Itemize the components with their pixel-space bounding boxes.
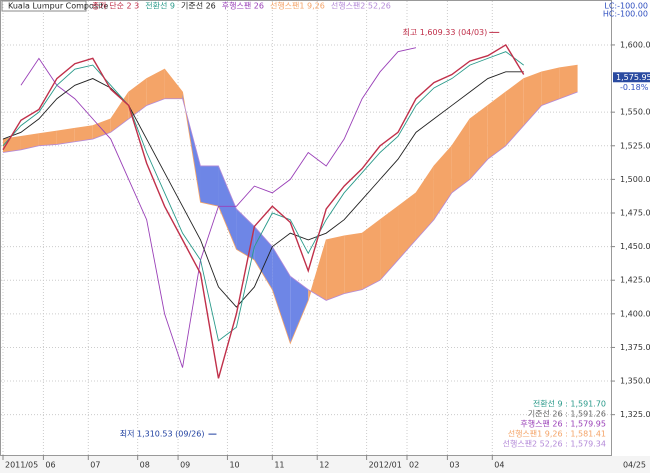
cloud-segment (218, 165, 237, 250)
legend-entry: 후행스팬 26 (222, 1, 264, 11)
cloud-segment (523, 71, 542, 126)
series-line (2, 43, 525, 379)
cloud-segment (505, 78, 524, 146)
y-tick-label: 1,525.00 (620, 141, 650, 150)
x-tick-label: 07 (90, 461, 100, 470)
span-b-line (2, 91, 578, 301)
x-tick-label: 06 (45, 461, 55, 470)
x-tick-label: 09 (180, 461, 190, 470)
info-line: 선행스팬2 52,26 : 1,579.34 (503, 439, 606, 449)
cloud-segment (20, 133, 39, 150)
annotation: 최저 1,310.53 (09/26) (120, 429, 205, 439)
corner-label: HC:-100.00 (603, 10, 648, 19)
info-line: 후행스팬 26 : 1,579.95 (520, 419, 606, 429)
y-tick-label: 1,450.00 (620, 242, 650, 251)
y-tick-label: 1,600.00 (620, 40, 650, 49)
info-line: 선행스팬1 9,26 : 1,581.41 (508, 429, 606, 439)
cloud-segment (469, 105, 488, 180)
y-tick-label: 1,500.00 (620, 175, 650, 184)
cloud-segment (380, 206, 399, 281)
last-price-box (613, 72, 650, 83)
corner-label: LC:-100.00 (604, 2, 648, 11)
x-axis-band (0, 456, 650, 473)
cloud-segment (56, 128, 75, 145)
series-line (20, 47, 417, 368)
legend-entry: 선행스팬1 9,26 (270, 1, 325, 11)
series-line (2, 51, 524, 342)
legend-entry: 종가 단순 2 3 (92, 1, 139, 11)
x-tick-label: 02 (409, 461, 419, 470)
symbol: Kuala Lumpur Composite (8, 2, 108, 11)
x-tick-label: 04 (494, 461, 504, 470)
cloud-segment (362, 219, 381, 290)
cloud-segment (326, 235, 345, 301)
legend-entry: 기준선 26 (181, 2, 216, 11)
cloud-segment (290, 276, 309, 344)
info-line: 전환선 9 : 1,591.70 (533, 399, 606, 409)
cloud-segment (541, 67, 560, 106)
x-tick-label: 11 (274, 461, 284, 470)
x-tick-label: 2012/01 (369, 461, 402, 470)
x-tick-label: 08 (140, 461, 150, 470)
y-tick-label: 1,350.00 (620, 377, 650, 386)
x-tick-label: 03 (449, 461, 459, 470)
y-tick-label: 1,400.00 (620, 309, 650, 318)
series-line (2, 71, 524, 308)
y-tick-label: 1,550.00 (620, 108, 650, 117)
cloud-segment (398, 192, 416, 261)
x-tick-label: 2011/05 (5, 461, 38, 470)
cloud-segment (146, 69, 165, 106)
cloud-segment (272, 246, 291, 344)
cloud-segment (200, 165, 219, 207)
info-line: 기준선 26 : 1,591.26 (528, 410, 606, 419)
legend-entry: 선행스팬2 52,26 (331, 1, 391, 11)
span-a-line (2, 64, 578, 345)
y-tick-label: 1,425.00 (620, 276, 650, 285)
cloud-segment (38, 130, 57, 146)
cloud-segment (451, 118, 470, 193)
x-tick-label: 10 (229, 461, 239, 470)
y-tick-label: 1,375.00 (620, 343, 650, 352)
cloud-segment (487, 91, 506, 160)
annotation: 최고 1,609.33 (04/03) (403, 27, 488, 37)
cloud-segment (164, 69, 183, 99)
cloud-segment (344, 233, 363, 294)
cloud-segment (74, 125, 93, 142)
last-price-label: 1,575.95 (616, 73, 650, 82)
cloud-segment (433, 145, 452, 220)
legend-entry: 전환선 9 (145, 1, 175, 11)
cloud-segment (254, 226, 273, 290)
x-tick-label: 12 (319, 461, 329, 470)
change-label: -0.18% (620, 83, 649, 92)
y-tick-label: 1,325.00 (620, 410, 650, 419)
symbol-box[interactable] (1, 0, 87, 12)
cloud-segment (559, 65, 578, 99)
cloud-segment (415, 165, 434, 240)
x-end-label: 04/25 (623, 461, 646, 470)
y-tick-label: 1,475.00 (620, 208, 650, 217)
